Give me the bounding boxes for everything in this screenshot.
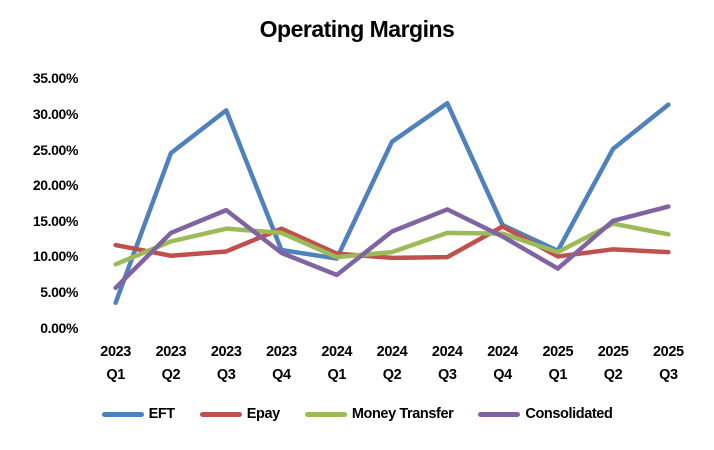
legend-swatch bbox=[478, 411, 521, 417]
y-axis-label: 5.00% bbox=[40, 284, 78, 301]
y-axis-label: 20.00% bbox=[32, 177, 78, 194]
y-axis-label: 10.00% bbox=[32, 248, 78, 265]
y-axis-label: 25.00% bbox=[32, 141, 78, 158]
legend-label: Epay bbox=[246, 406, 280, 422]
chart-title: Operating Margins bbox=[259, 16, 455, 42]
x-axis-label: 2023 Q3 bbox=[210, 344, 242, 383]
x-axis-label: 2024 Q2 bbox=[376, 344, 408, 383]
x-axis-label: 2024 Q3 bbox=[431, 344, 463, 383]
legend-label: Consolidated bbox=[525, 406, 613, 422]
x-axis-label: 2023 Q1 bbox=[100, 344, 131, 383]
x-axis-label: 2025 Q1 bbox=[542, 344, 574, 383]
series-line-consolidated bbox=[113, 204, 671, 291]
x-axis-label: 2025 Q2 bbox=[597, 344, 629, 383]
x-axis-label: 2024 Q1 bbox=[321, 344, 353, 383]
legend-item-eft: EFT bbox=[101, 406, 176, 422]
series-line-money-transfer bbox=[113, 221, 671, 267]
x-axis-label: 2025 Q3 bbox=[653, 344, 684, 383]
y-axis-label: 0.00% bbox=[40, 319, 78, 336]
y-axis-label: 15.00% bbox=[32, 212, 78, 229]
legend-item-epay: Epay bbox=[199, 406, 280, 422]
legend-swatch bbox=[199, 411, 242, 417]
x-axis-label: 2023 Q2 bbox=[155, 344, 187, 383]
series-line-eft bbox=[113, 100, 671, 306]
chart-legend: EFT Epay Money Transfer Consolidated bbox=[0, 406, 714, 422]
legend-swatch bbox=[304, 411, 347, 417]
legend-swatch bbox=[101, 411, 144, 417]
legend-item-consolidated: Consolidated bbox=[478, 406, 613, 422]
y-axis-label: 35.00% bbox=[32, 70, 78, 87]
legend-label: Money Transfer bbox=[351, 406, 454, 422]
legend-label: EFT bbox=[148, 406, 176, 422]
legend-item-money-transfer: Money Transfer bbox=[304, 406, 454, 422]
x-axis-label: 2024 Q4 bbox=[487, 344, 518, 383]
y-axis-label: 30.00% bbox=[32, 105, 78, 122]
x-axis-label: 2023 Q4 bbox=[266, 344, 297, 383]
